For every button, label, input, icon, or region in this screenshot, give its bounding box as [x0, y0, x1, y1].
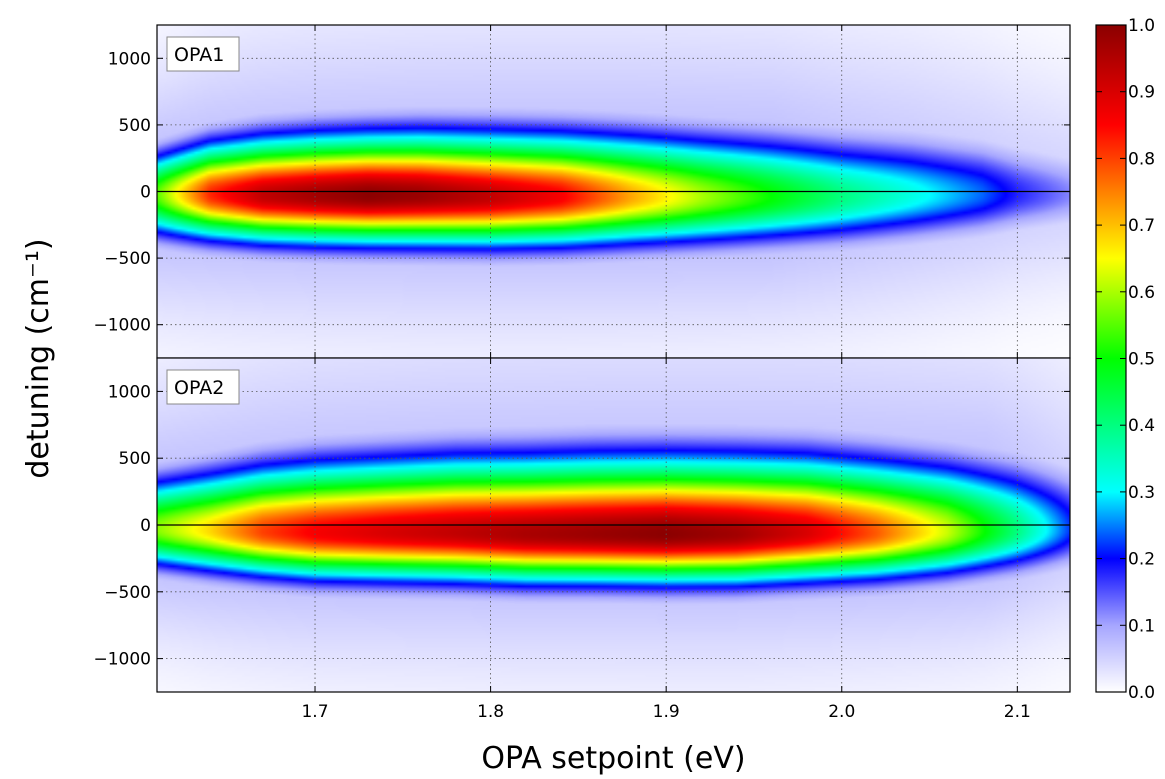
colorbar-tick-label: 0.7 [1128, 216, 1155, 236]
y-tick-label: 0 [140, 516, 151, 536]
colorbar-tick-label: 0.3 [1128, 483, 1155, 503]
x-tick-marks-opa1 [314, 25, 1018, 358]
y-ticks-opa2: −1000 −500 0 500 1000 [93, 382, 1070, 670]
y-ticks-opa1: −1000 −500 0 500 1000 [93, 49, 1070, 336]
panel-label-box-opa1 [166, 36, 240, 72]
x-tick-label: 1.7 [301, 702, 328, 722]
colorbar-tick-label: 0.5 [1128, 350, 1155, 370]
y-axis-label: detuning (cm⁻¹) [21, 238, 56, 478]
y-tick-label: 1000 [108, 382, 151, 402]
panel-label-text-opa2: OPA2 [174, 377, 224, 399]
y-tick-label: −1000 [93, 316, 151, 336]
x-tick-label: 1.9 [653, 702, 680, 722]
y-tick-label: −1000 [93, 650, 151, 670]
x-tick-label: 2.1 [1004, 702, 1031, 722]
y-tick-label: 500 [119, 449, 151, 469]
x-tick-label: 1.8 [477, 702, 504, 722]
x-ticks-opa2: 1.7 1.8 1.9 2.0 2.1 [301, 358, 1031, 722]
colorbar-tick-label: 0.8 [1128, 149, 1155, 169]
colorbar-tick-label: 0.2 [1128, 550, 1155, 570]
panel-label-box-opa2 [166, 369, 240, 405]
x-axis-label: OPA setpoint (eV) [481, 741, 745, 776]
panel-opa1: −1000 −500 0 500 1000 OPA1 [93, 24, 1071, 359]
colorbar: 0.0 0.1 0.2 0.3 0.4 0.5 0.6 0.7 0.8 0.9 1.0 [1095, 16, 1155, 703]
x-tick-label: 2.0 [828, 702, 855, 722]
panel-label-opa1: OPA1 [166, 36, 240, 72]
panel-label-text-opa1: OPA1 [174, 44, 224, 66]
colorbar-tick-label: 0.0 [1128, 683, 1155, 703]
colorbar-tick-label: 0.6 [1128, 283, 1155, 303]
colorbar-tick-label: 1.0 [1128, 16, 1155, 36]
y-tick-label: −500 [104, 249, 151, 269]
colorbar-tick-label: 0.1 [1128, 616, 1155, 636]
y-tick-label: −500 [104, 583, 151, 603]
colorbar-tick-label: 0.4 [1128, 416, 1155, 436]
y-tick-label: 1000 [108, 49, 151, 69]
colorbar-ticks: 0.0 0.1 0.2 0.3 0.4 0.5 0.6 0.7 0.8 0.9 1.0 [1096, 16, 1155, 703]
panel-label-opa2: OPA2 [166, 369, 240, 405]
panel-opa2: −1000 −500 0 500 1000 1.7 1.8 1.9 2.0 2.1 OPA2 [93, 357, 1071, 722]
y-tick-label: 500 [119, 116, 151, 136]
y-tick-label: 0 [140, 183, 151, 203]
colorbar-tick-label: 0.9 [1128, 83, 1155, 103]
